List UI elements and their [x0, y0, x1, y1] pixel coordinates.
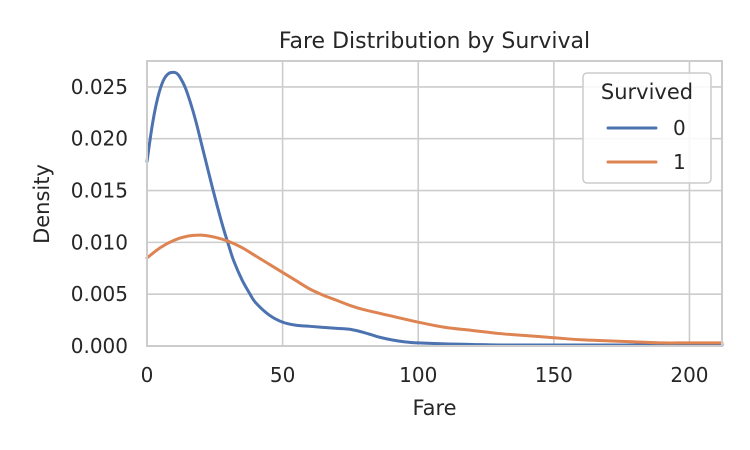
x-axis-label: Fare — [412, 396, 456, 420]
y-tick-label: 0.015 — [71, 179, 128, 203]
density-line-survived-1 — [145, 233, 724, 345]
x-tick-label: 0 — [141, 363, 154, 387]
legend-label-survived-1: 1 — [673, 150, 686, 174]
y-axis-label: Density — [30, 164, 54, 244]
chart-title: Fare Distribution by Survival — [279, 29, 590, 54]
y-tick-label: 0.010 — [71, 230, 128, 254]
x-tick-label: 100 — [399, 363, 437, 387]
x-tick-label: 200 — [670, 363, 708, 387]
series-lines — [145, 70, 724, 347]
y-tick-label: 0.025 — [71, 75, 128, 99]
legend-label-survived-0: 0 — [673, 116, 686, 140]
legend: Survived 01 — [582, 72, 712, 184]
x-tick-label: 150 — [535, 363, 573, 387]
legend-items: 01 — [606, 116, 686, 174]
tick-labels: 0 50 100 150 200 0.000 0.005 0.010 0.015 0.020 0.0… — [71, 75, 709, 387]
y-tick-label: 0.000 — [71, 334, 128, 358]
legend-title: Survived — [601, 80, 693, 104]
density-line-survived-0 — [145, 70, 724, 347]
plot-frame — [146, 60, 723, 347]
x-tick-label: 50 — [270, 363, 295, 387]
y-tick-label: 0.005 — [71, 282, 128, 306]
y-tick-label: 0.020 — [71, 127, 128, 151]
